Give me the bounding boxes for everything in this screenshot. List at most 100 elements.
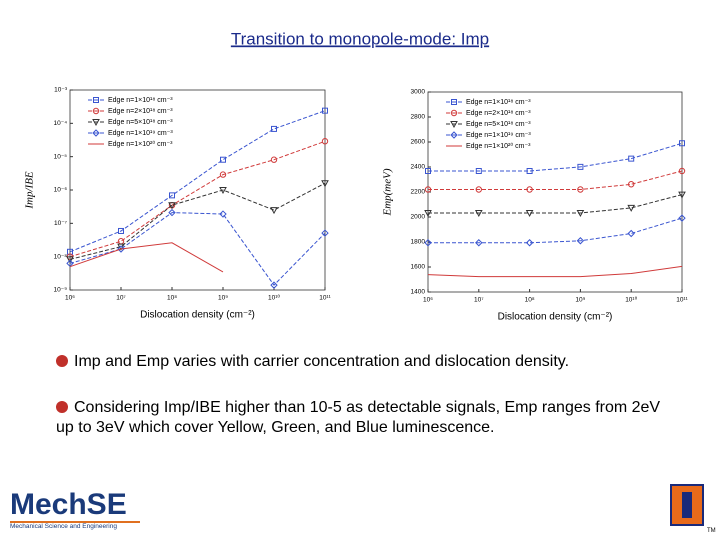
y-tick-label: 2600	[411, 139, 426, 146]
marker	[451, 99, 457, 105]
logo-i	[682, 492, 692, 518]
x-tick-label: 10⁹	[218, 295, 228, 302]
y-tick-label: 10⁻⁸	[54, 253, 68, 260]
bullet-dot	[56, 355, 68, 367]
marker	[576, 210, 585, 218]
logo-name: MechSE	[10, 488, 127, 521]
marker	[526, 186, 533, 193]
marker	[220, 156, 226, 163]
x-tick-label: 10⁶	[65, 295, 75, 302]
legend-label: Edge n=1×10²⁰ cm⁻³	[466, 142, 531, 150]
trademark: TM	[707, 528, 716, 534]
marker	[92, 129, 100, 137]
bullet-text: Imp and Emp varies with carrier concentr…	[74, 353, 570, 370]
marker	[627, 204, 636, 212]
marker	[526, 168, 533, 174]
logo: MechSE Mechanical Science and Engineerin…	[10, 490, 140, 530]
y-tick-label: 2800	[411, 114, 426, 121]
y-tick-label: 10⁻⁵	[54, 153, 68, 160]
x-tick-label: 10⁷	[116, 295, 126, 302]
bullet: Imp and Emp varies with carrier concentr…	[56, 352, 676, 372]
marker	[628, 155, 635, 162]
y-tick-label: 10⁻⁶	[54, 187, 68, 194]
marker	[92, 119, 100, 127]
legend-label: Edge n=2×10¹⁸ cm⁻³	[108, 108, 173, 115]
marker	[321, 138, 329, 145]
marker	[679, 140, 685, 147]
y-tick-label: 10⁻⁹	[54, 287, 68, 294]
marker	[525, 239, 534, 247]
series-line	[428, 170, 683, 190]
marker	[425, 168, 431, 174]
marker	[577, 163, 584, 170]
marker	[66, 256, 74, 264]
series-line	[69, 182, 326, 260]
y-tick-label: 10⁻⁷	[54, 220, 68, 227]
series-line	[427, 265, 683, 278]
marker	[219, 210, 227, 218]
marker	[168, 202, 176, 210]
y-axis-label: Imp/IBE	[24, 171, 36, 210]
y-tick-label: 10⁻³	[54, 87, 68, 94]
y-tick-label: 10⁻⁴	[54, 120, 68, 127]
x-tick-label: 10⁶	[423, 297, 433, 304]
slide-title: Transition to monopole-mode: Imp	[231, 29, 489, 48]
series-line	[428, 194, 683, 214]
series-line	[69, 140, 326, 258]
x-tick-label: 10¹¹	[676, 297, 688, 304]
marker	[117, 238, 125, 245]
marker	[525, 210, 534, 218]
university-logo	[670, 484, 704, 526]
x-axis-label: Dislocation density (cm⁻²)	[140, 310, 255, 321]
series-line	[69, 242, 224, 273]
marker	[678, 214, 686, 222]
legend-label: Edge n=5×10¹⁸ cm⁻³	[466, 121, 531, 128]
marker	[424, 210, 432, 218]
marker	[475, 168, 482, 174]
logo-subtitle: Mechanical Science and Engineering	[10, 521, 140, 530]
y-tick-label: 2400	[411, 164, 426, 171]
marker	[321, 180, 329, 188]
marker	[270, 207, 278, 215]
marker	[117, 245, 125, 253]
marker	[118, 227, 124, 234]
marker	[474, 210, 483, 218]
y-tick-label: 1600	[411, 264, 426, 271]
marker	[450, 109, 458, 117]
x-tick-label: 10⁷	[474, 297, 484, 304]
x-tick-label: 10¹⁰	[268, 294, 280, 302]
marker	[576, 237, 585, 245]
marker	[270, 281, 278, 289]
x-tick-label: 10⁹	[575, 297, 585, 304]
y-tick-label: 3000	[411, 89, 426, 96]
marker	[678, 167, 686, 175]
series-line	[428, 217, 683, 244]
x-tick-label: 10¹⁰	[625, 296, 637, 304]
bullet-text: Considering Imp/IBE higher than 10-5 as …	[56, 399, 661, 436]
marker	[424, 239, 432, 247]
marker	[92, 107, 100, 115]
y-axis-label: Emp(meV)	[382, 168, 394, 216]
x-axis-label: Dislocation density (cm⁻²)	[498, 312, 613, 323]
series-line	[69, 212, 326, 286]
series-line	[428, 142, 683, 172]
marker	[270, 156, 278, 163]
legend-label: Edge n=1×10¹⁹ cm⁻³	[108, 130, 173, 137]
legend-label: Edge n=2×10¹⁸ cm⁻³	[466, 110, 531, 117]
marker	[168, 208, 176, 217]
marker	[577, 186, 584, 193]
bullet-dot	[56, 401, 68, 413]
y-tick-label: 1800	[411, 239, 426, 246]
marker	[219, 187, 227, 195]
bullet: Considering Imp/IBE higher than 10-5 as …	[56, 398, 676, 438]
marker	[627, 229, 635, 238]
legend-label: Edge n=1×10²⁰ cm⁻³	[108, 140, 173, 148]
marker	[219, 171, 227, 178]
marker	[271, 125, 277, 132]
marker	[475, 186, 482, 193]
y-tick-label: 2000	[411, 214, 426, 221]
legend-label: Edge n=1×10¹⁸ cm⁻³	[466, 99, 531, 106]
marker	[93, 97, 99, 103]
